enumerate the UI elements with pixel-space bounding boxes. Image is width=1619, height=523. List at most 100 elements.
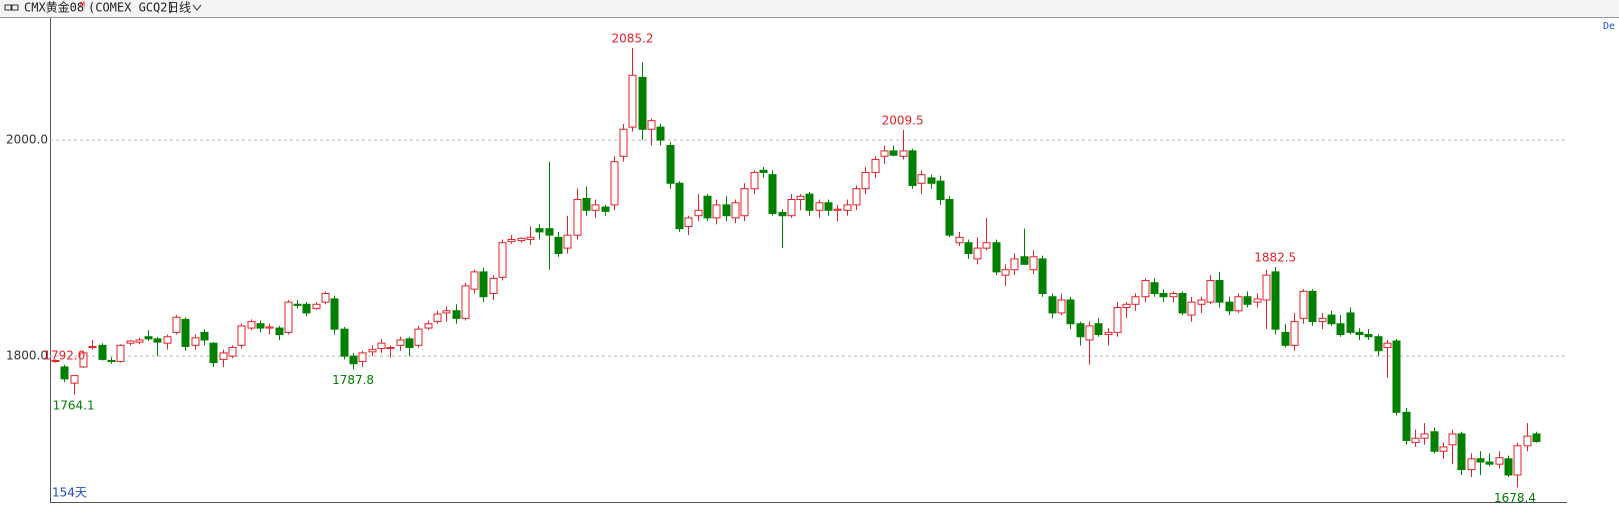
symbol: CMX黄金08 (24, 0, 84, 15)
extreme-label: 1764.1 (53, 398, 95, 412)
candle-body (554, 236, 563, 255)
candle-body (1131, 296, 1140, 305)
candle-body (796, 195, 805, 200)
day-count: 154天 (52, 486, 87, 500)
period-selector[interactable]: 日线 (167, 1, 191, 15)
y-tick-label: 1800.0 (6, 349, 48, 363)
candle-body (1448, 433, 1457, 446)
candle-body (433, 313, 442, 323)
candle-body (1271, 271, 1280, 330)
candle-body (358, 352, 367, 363)
candle-body (563, 234, 572, 249)
candle-body (1513, 445, 1522, 476)
candle-body (833, 208, 842, 211)
candle-body (982, 242, 991, 249)
candle-body (284, 301, 293, 333)
candle-body (992, 242, 1001, 273)
candle-body (601, 206, 610, 212)
candle-body (1430, 431, 1439, 452)
candle-body (619, 128, 628, 157)
symbol-icon[interactable] (4, 4, 19, 11)
candle-body (805, 193, 814, 211)
candle-body (1439, 446, 1448, 452)
candle-body (778, 211, 787, 217)
candle-body (852, 188, 861, 206)
candle-body (1066, 299, 1075, 325)
candle-body (1169, 292, 1178, 298)
symbol-code: (COMEX GCQ2) (88, 1, 175, 15)
candle-body (927, 177, 936, 184)
candle-body (116, 344, 125, 363)
candle-body (628, 74, 637, 128)
candle-body (1476, 458, 1485, 463)
candle-body (237, 325, 246, 346)
dropdown-arrow[interactable] (192, 4, 202, 11)
candle-body (1206, 280, 1215, 303)
candle-body (126, 340, 135, 344)
candle-body (1355, 331, 1364, 336)
candle-body (461, 285, 470, 319)
symbol-marker: M (80, 1, 85, 10)
candle-body (144, 336, 153, 340)
candle-body (1336, 323, 1345, 336)
candle-body (60, 366, 69, 380)
candle-body (1001, 269, 1010, 276)
candle-body (1020, 256, 1029, 265)
candle-body (955, 236, 964, 244)
candle-body (312, 303, 321, 310)
candle-body (1215, 280, 1224, 303)
candle-body (507, 238, 516, 243)
candle-body (787, 199, 796, 217)
candle-body (573, 199, 582, 236)
candle-body (861, 171, 870, 190)
extreme-label: 1678.4 (1494, 491, 1536, 505)
candle-body (815, 202, 824, 211)
candle-body (153, 338, 162, 343)
candle-body (479, 271, 488, 298)
candle-body (70, 375, 79, 384)
extreme-label: 2009.5 (882, 113, 924, 127)
candle-body (656, 126, 665, 141)
candle-body (396, 339, 405, 346)
candle-body (368, 349, 377, 353)
candle-body (228, 347, 237, 357)
candle-body (302, 303, 311, 314)
candle-body (1178, 292, 1187, 314)
candle-body (452, 310, 461, 319)
candle-body (191, 337, 200, 346)
candle-body (163, 336, 172, 344)
candle-body (88, 345, 97, 349)
candle-body (871, 159, 880, 173)
candle-body (638, 76, 647, 130)
candle-body (535, 228, 544, 233)
candle-body (498, 242, 507, 278)
candle-body (1346, 312, 1355, 333)
candle-body (265, 326, 274, 329)
candle-body (256, 323, 265, 329)
candle-body (293, 303, 302, 306)
toolbar (0, 0, 1619, 17)
candle-body (908, 150, 917, 186)
candle-body (51, 359, 60, 362)
candle-body (1318, 317, 1327, 323)
candle-body (750, 171, 759, 190)
candle-body (1485, 461, 1494, 465)
candle-body (824, 202, 833, 211)
candle-body (107, 359, 116, 363)
candle-body (209, 342, 218, 364)
candle-body (694, 209, 703, 217)
candle-body (1057, 299, 1066, 314)
candle-body (349, 355, 358, 365)
candle-body (1010, 258, 1019, 271)
candle-body (1076, 323, 1085, 338)
extreme-label: 1792.0 (43, 348, 85, 362)
candle-body (666, 144, 675, 184)
candle-body (1048, 296, 1057, 314)
candle-body (712, 204, 721, 219)
candle-body (899, 150, 908, 157)
candle-body (722, 204, 731, 217)
candle-body (1085, 325, 1094, 341)
candle-body (1327, 314, 1336, 325)
y-tick-label: 2000.0 (6, 133, 48, 147)
candle-body (470, 271, 479, 290)
